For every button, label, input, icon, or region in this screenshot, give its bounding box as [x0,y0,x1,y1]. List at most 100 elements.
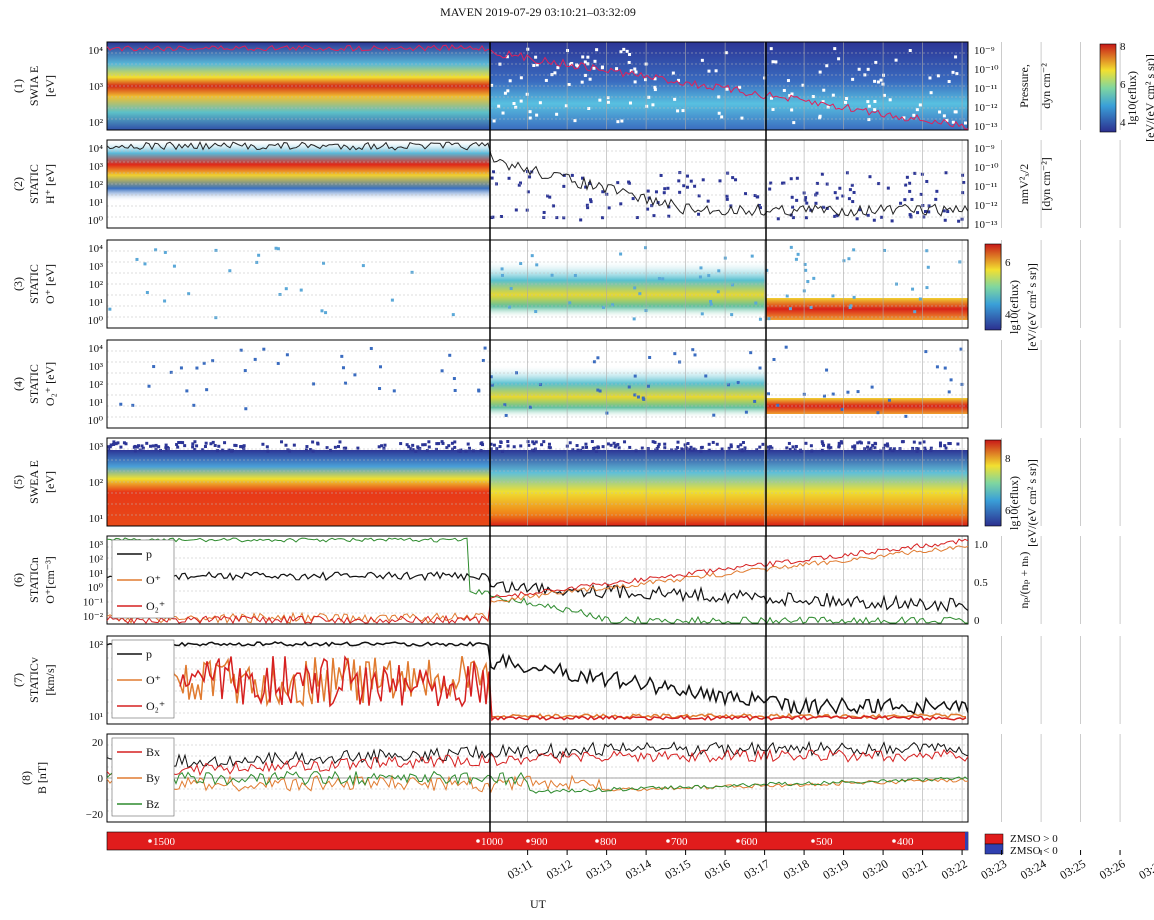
spectrogram-pixel [172,264,176,268]
spectrogram-pixel [852,190,856,194]
spectrogram-pixel [656,445,660,449]
spectrogram-pixel [776,403,780,407]
legend-label: p [146,647,152,661]
y2-tick-label: 10⁻⁹ [974,143,995,155]
spectrogram-pixel [643,78,647,82]
spectrogram-pixel [336,445,340,449]
spectrogram-pixel [135,257,139,261]
spectrogram [107,140,490,228]
spectrogram-pixel [873,99,877,103]
spectrogram-pixel [570,173,574,177]
colorbar [1099,43,1117,133]
spectrogram-pixel [437,442,441,446]
spectrogram-pixel [903,198,907,202]
spectrogram-pixel [891,449,895,453]
spectrogram-pixel [936,74,940,78]
spectrogram-pixel [193,440,197,444]
spectrogram-pixel [596,388,600,392]
trace [106,570,969,613]
y2-axis-label: dyn cm⁻² [1039,63,1053,109]
spectrogram-pixel [530,254,534,258]
spectrogram-pixel [606,442,610,446]
spectrogram-pixel [114,442,118,446]
spectrogram-pixel [216,449,220,453]
spectrogram-pixel [276,361,280,365]
spectrogram-pixel [242,444,246,448]
spectrogram-pixel [636,395,640,399]
colorbar-label: lg10(eflux) [1007,476,1021,530]
spectrogram-pixel [547,445,551,449]
spectrogram-pixel [202,361,206,365]
spectrogram-pixel [852,295,856,299]
altitude-bar-end [965,832,968,850]
spectrogram-pixel [831,392,835,396]
altitude-marker [476,839,480,843]
spectrogram-pixel [427,445,431,449]
spectrogram-pixel [187,292,191,296]
spectrogram-pixel [803,262,807,266]
spectrogram-pixel [567,83,571,87]
spectrogram-pixel [929,91,933,95]
panel-label: (5) [11,475,25,489]
spectrogram-pixel [164,443,168,447]
x-tick-label: 03:25 [1057,856,1088,882]
spectrogram-pixel [837,57,841,61]
spectrogram-pixel [840,441,844,445]
spectrogram-pixel [278,292,282,296]
spectrogram-pixel [674,448,678,452]
altitude-label: 500 [816,836,833,848]
spectrogram-pixel [107,445,111,449]
spectrogram-pixel [585,203,589,207]
spectrogram-pixel [292,443,296,447]
spectrogram-pixel [785,446,789,450]
altitude-label: 800 [600,836,617,848]
spectrogram-pixel [138,448,142,452]
spectrogram-pixel [876,411,880,415]
spectrogram-pixel [581,55,585,59]
spectrogram-pixel [758,445,762,449]
spectrogram-pixel [325,446,329,450]
trace [106,545,969,625]
spectrogram-pixel [164,446,168,450]
spectrogram-pixel [506,89,510,93]
y-tick-label: 10⁴ [88,243,103,255]
spectrogram-pixel [140,444,144,448]
spectrogram-pixel [534,440,538,444]
spectrogram-pixel [601,445,605,449]
spectrogram-pixel [585,445,589,449]
x-tick-label: 03:18 [781,856,812,882]
spectrogram-pixel [918,103,922,107]
spectrogram-pixel [434,447,438,451]
panel-label: H⁺ [eV] [43,164,57,204]
spectrogram-pixel [464,449,468,453]
spectrogram-pixel [850,183,854,187]
colorbar-tick-label: 8 [1005,453,1011,465]
spectrogram-pixel [949,378,953,382]
altitude-marker [526,839,530,843]
spectrogram-pixel [583,73,587,77]
spectrogram-pixel [923,446,927,450]
spectrogram-pixel [666,186,670,190]
spectrogram-pixel [845,96,849,100]
spectrogram-pixel [633,80,637,84]
panel-label: STATIC [27,264,41,304]
spectrogram-pixel [606,96,610,100]
spectrogram-pixel [416,445,420,449]
spectrogram-pixel [124,442,128,446]
spectrogram-pixel [770,96,774,100]
x-tick-label: 03:15 [662,856,693,882]
spectrogram-pixel [882,446,886,450]
spectrogram-pixel [518,181,522,185]
spectrogram-pixel [519,262,523,266]
spectrogram-pixel [682,448,686,452]
spectrogram-pixel [116,441,120,445]
trace [106,537,968,624]
spectrogram-pixel [820,448,824,452]
spectrogram-pixel [671,71,675,75]
trace [179,655,967,722]
spectrogram-pixel [119,402,123,406]
spectrogram-pixel [530,448,534,452]
spectrogram-pixel [757,203,761,207]
spectrogram-pixel [913,171,917,175]
spectrogram-pixel [147,384,151,388]
